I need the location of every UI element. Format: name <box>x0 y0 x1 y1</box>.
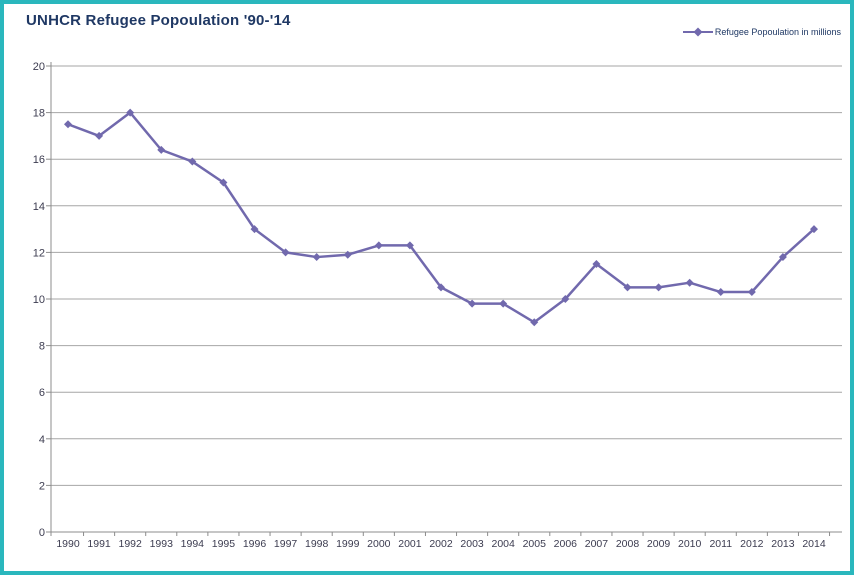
svg-text:2005: 2005 <box>523 538 547 550</box>
svg-text:2: 2 <box>39 480 45 492</box>
svg-text:2007: 2007 <box>585 538 609 550</box>
legend-line-diamond-icon <box>682 27 713 37</box>
svg-text:1990: 1990 <box>56 538 80 550</box>
svg-text:2010: 2010 <box>678 538 702 550</box>
svg-text:2008: 2008 <box>616 538 640 550</box>
svg-text:12: 12 <box>33 247 45 259</box>
svg-text:4: 4 <box>39 434 45 446</box>
svg-text:1991: 1991 <box>87 538 111 550</box>
svg-text:1995: 1995 <box>212 538 236 550</box>
svg-text:8: 8 <box>39 341 45 353</box>
svg-text:2012: 2012 <box>740 538 764 550</box>
chart-title: UNHCR Refugee Popoulation '90-'14 <box>26 12 291 29</box>
svg-text:2004: 2004 <box>491 538 515 550</box>
legend: Refugee Popoulation in millions <box>682 27 841 37</box>
svg-text:2009: 2009 <box>647 538 671 550</box>
svg-text:14: 14 <box>33 201 45 213</box>
svg-text:1998: 1998 <box>305 538 329 550</box>
svg-text:10: 10 <box>33 294 45 306</box>
svg-text:1992: 1992 <box>118 538 142 550</box>
svg-text:2003: 2003 <box>460 538 484 550</box>
svg-text:2014: 2014 <box>802 538 826 550</box>
svg-text:2002: 2002 <box>429 538 453 550</box>
svg-text:1999: 1999 <box>336 538 360 550</box>
line-chart: 0 2 4 6 8 10 12 14 16 18 20 1990 1991 1992 1993 1994 199… <box>33 61 842 550</box>
svg-text:2000: 2000 <box>367 538 391 550</box>
svg-text:1993: 1993 <box>150 538 174 550</box>
svg-text:6: 6 <box>39 387 45 399</box>
svg-text:16: 16 <box>33 154 45 166</box>
svg-text:1996: 1996 <box>243 538 267 550</box>
svg-text:2001: 2001 <box>398 538 422 550</box>
svg-text:1994: 1994 <box>181 538 205 550</box>
svg-text:20: 20 <box>33 61 45 73</box>
svg-text:2006: 2006 <box>554 538 578 550</box>
svg-text:1997: 1997 <box>274 538 298 550</box>
svg-text:18: 18 <box>33 108 45 120</box>
svg-text:0: 0 <box>39 527 45 539</box>
legend-label: Refugee Popoulation in millions <box>714 27 841 37</box>
svg-text:2013: 2013 <box>771 538 795 550</box>
svg-text:2011: 2011 <box>709 538 732 550</box>
